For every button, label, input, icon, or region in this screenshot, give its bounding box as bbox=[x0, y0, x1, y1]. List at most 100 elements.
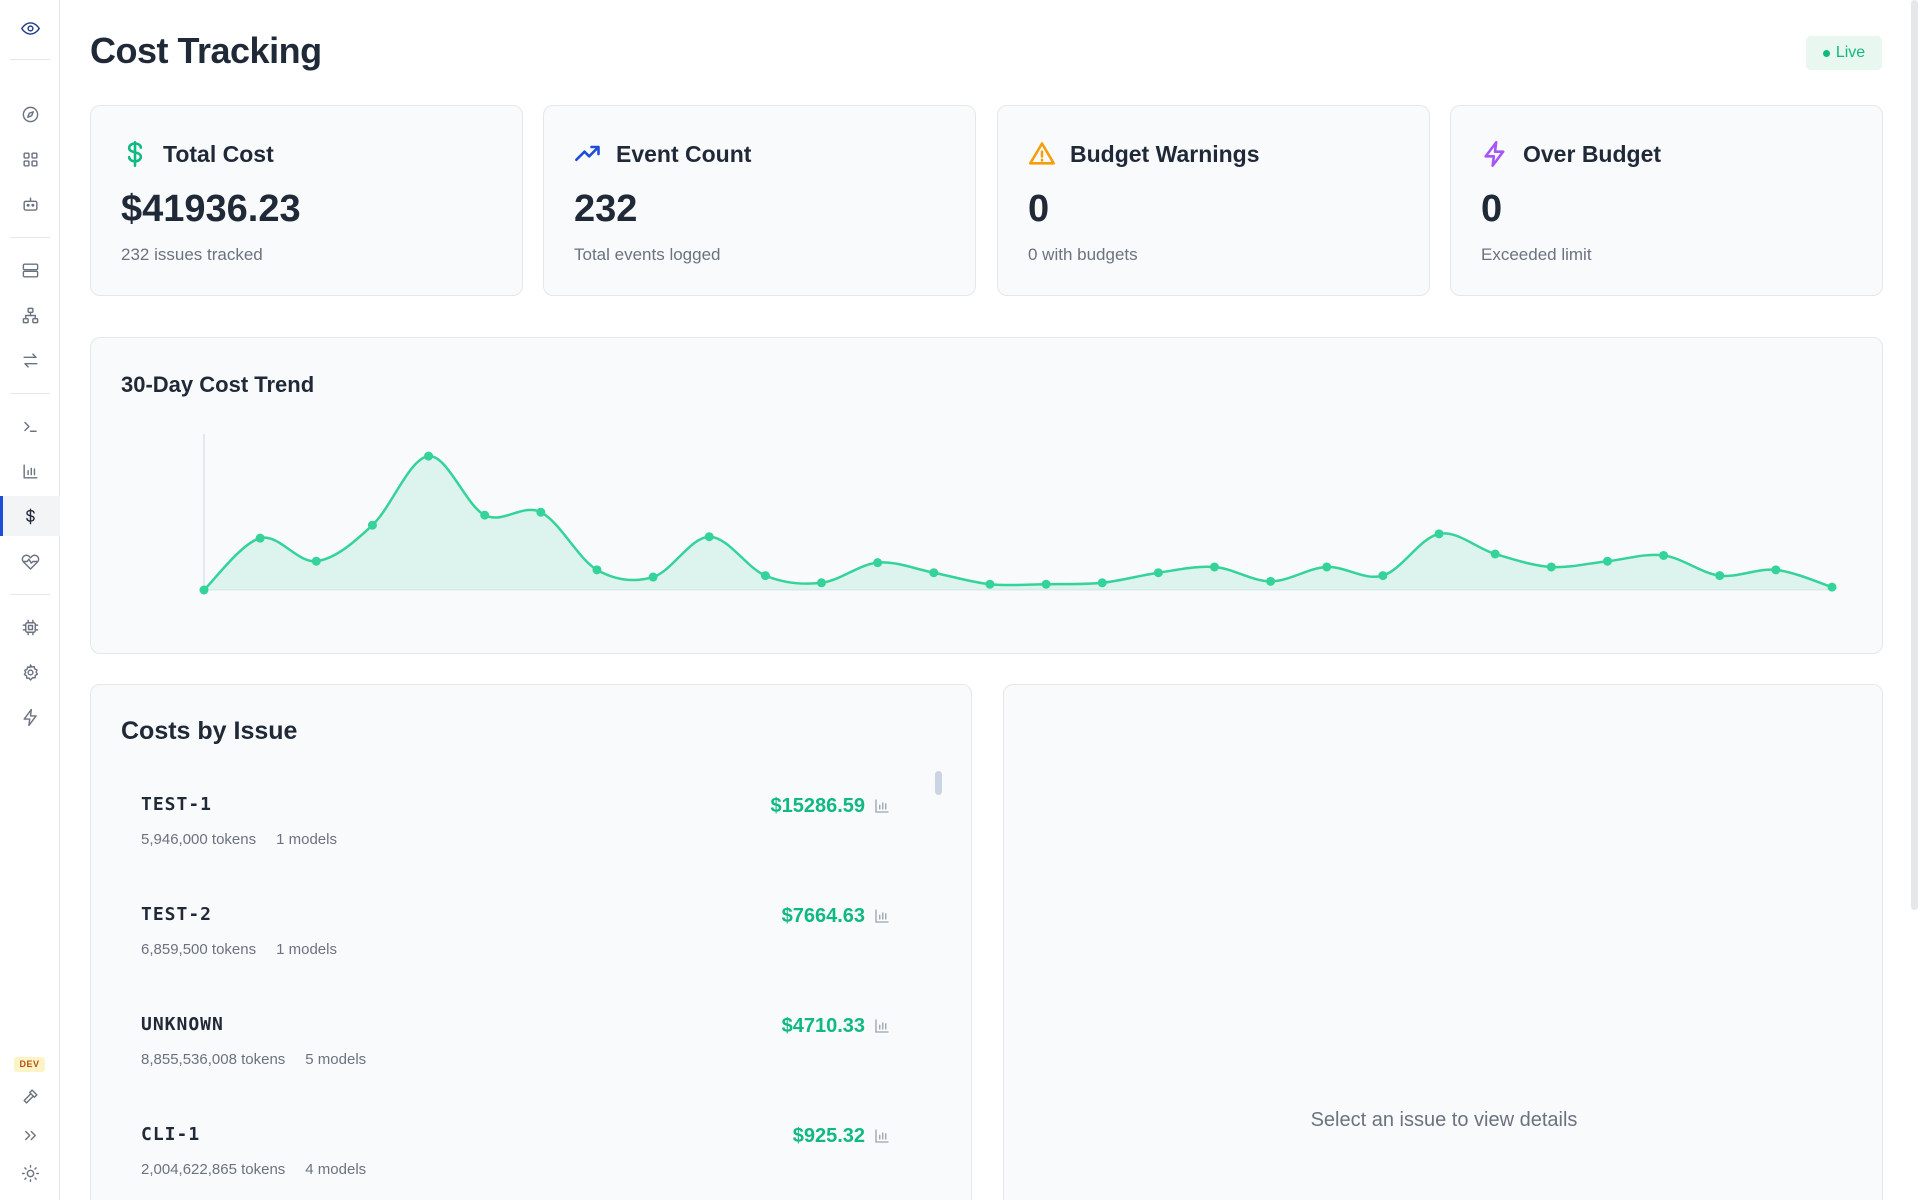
trend-point[interactable] bbox=[1153, 568, 1163, 578]
trend-point[interactable] bbox=[1827, 582, 1837, 592]
stat-subtext: 232 issues tracked bbox=[121, 245, 263, 264]
stat-card-budget-warnings: Budget Warnings 0 0 with budgets bbox=[997, 105, 1430, 296]
sidebar-theme-toggle[interactable] bbox=[0, 1153, 60, 1193]
trend-point[interactable] bbox=[648, 572, 658, 582]
bar-chart-icon bbox=[875, 909, 889, 923]
issue-chart-button[interactable] bbox=[871, 795, 893, 817]
stat-subtext: 0 with budgets bbox=[1028, 245, 1138, 264]
trend-point[interactable] bbox=[1097, 578, 1107, 588]
list-scrollbar[interactable] bbox=[935, 771, 942, 795]
stat-value: 232 bbox=[574, 188, 638, 230]
trend-point[interactable] bbox=[480, 510, 490, 520]
trend-point[interactable] bbox=[1771, 565, 1781, 575]
sidebar-item-transfers[interactable] bbox=[0, 340, 60, 380]
issue-row[interactable]: CLI-1 2,004,622,865 tokens 4 models $925… bbox=[141, 1115, 921, 1200]
issue-chart-button[interactable] bbox=[871, 905, 893, 927]
stat-value: $41936.23 bbox=[121, 188, 301, 230]
issue-cost: $925.32 bbox=[792, 1125, 865, 1147]
dev-badge: DEV bbox=[14, 1057, 45, 1072]
dollar-icon bbox=[127, 141, 143, 167]
heart-pulse-icon bbox=[21, 554, 39, 570]
trend-point[interactable] bbox=[1490, 549, 1500, 559]
stat-value: 0 bbox=[1481, 188, 1503, 230]
trend-point[interactable] bbox=[367, 520, 377, 530]
issue-key: CLI-1 bbox=[141, 1124, 201, 1145]
issue-row[interactable]: UNKNOWN 8,855,536,008 tokens 5 models $4… bbox=[141, 1005, 921, 1105]
issue-row[interactable]: TEST-1 5,946,000 tokens 1 models $15286.… bbox=[141, 785, 921, 885]
dollar-icon bbox=[25, 508, 35, 524]
cpu-icon bbox=[22, 619, 38, 635]
eye-icon[interactable] bbox=[0, 8, 60, 48]
trend-point[interactable] bbox=[873, 558, 883, 568]
stat-card-event-count: Event Count 232 Total events logged bbox=[543, 105, 976, 296]
sidebar-item-automations[interactable] bbox=[0, 697, 60, 737]
compass-icon bbox=[22, 106, 38, 122]
trend-point[interactable] bbox=[1546, 562, 1556, 572]
sidebar-item-servers[interactable] bbox=[0, 250, 60, 290]
empty-state-text: Select an issue to view details bbox=[1310, 1109, 1578, 1131]
trend-point[interactable] bbox=[199, 585, 209, 595]
page-title: Cost Tracking bbox=[90, 30, 322, 71]
trend-point[interactable] bbox=[536, 507, 546, 517]
sidebar-item-costs[interactable] bbox=[0, 496, 60, 536]
trend-point[interactable] bbox=[817, 578, 827, 588]
trend-point[interactable] bbox=[592, 565, 602, 575]
cost-trend-chart bbox=[199, 434, 1837, 595]
trend-point[interactable] bbox=[704, 532, 714, 542]
sidebar-item-terminal[interactable] bbox=[0, 406, 60, 446]
network-icon bbox=[22, 307, 38, 323]
terminal-icon bbox=[23, 421, 37, 432]
trend-point[interactable] bbox=[1322, 562, 1332, 572]
status-badge: Live bbox=[1806, 36, 1882, 70]
bar-chart-icon bbox=[875, 1129, 889, 1143]
sidebar-item-dashboard[interactable] bbox=[0, 139, 60, 179]
sidebar-item-health[interactable] bbox=[0, 541, 60, 581]
sidebar-item-explore[interactable] bbox=[0, 94, 60, 134]
trend-point[interactable] bbox=[311, 556, 321, 566]
trend-point[interactable] bbox=[1266, 576, 1276, 586]
trend-point[interactable] bbox=[1602, 556, 1612, 566]
page-scrollbar[interactable] bbox=[1911, 0, 1918, 910]
sidebar-item-analytics[interactable] bbox=[0, 451, 60, 491]
stat-label: Total Cost bbox=[163, 140, 274, 167]
trend-point[interactable] bbox=[1041, 579, 1051, 589]
trend-point[interactable] bbox=[424, 451, 434, 461]
sidebar-expand[interactable] bbox=[0, 1115, 60, 1155]
cost-trend-card: 30-Day Cost Trend bbox=[90, 337, 1883, 654]
sidebar-item-agents[interactable] bbox=[0, 184, 60, 224]
stat-label: Event Count bbox=[616, 140, 752, 167]
trend-point[interactable] bbox=[1378, 571, 1388, 581]
issue-models: 1 models bbox=[276, 831, 337, 848]
trend-point[interactable] bbox=[929, 568, 939, 578]
section-title: Costs by Issue bbox=[121, 717, 298, 745]
trend-point[interactable] bbox=[1659, 550, 1669, 560]
chart-title: 30-Day Cost Trend bbox=[121, 372, 315, 397]
sidebar-item-network[interactable] bbox=[0, 295, 60, 335]
arrows-swap-icon bbox=[22, 352, 38, 368]
issue-meta: 2,004,622,865 tokens 4 models bbox=[141, 1161, 366, 1178]
sidebar-item-settings[interactable] bbox=[0, 652, 60, 692]
trend-point[interactable] bbox=[985, 579, 995, 589]
trend-point[interactable] bbox=[255, 533, 265, 543]
sidebar-item-dev-tools[interactable] bbox=[0, 1076, 60, 1116]
gear-icon bbox=[23, 663, 38, 681]
live-dot-icon bbox=[1822, 49, 1830, 57]
trend-point[interactable] bbox=[760, 571, 770, 581]
issue-tokens: 5,946,000 tokens bbox=[141, 831, 257, 848]
issue-cost: $4710.33 bbox=[781, 1015, 865, 1037]
hammer-icon bbox=[22, 1088, 38, 1104]
issue-chart-button[interactable] bbox=[871, 1125, 893, 1147]
issue-chart-button[interactable] bbox=[871, 1015, 893, 1037]
zap-icon bbox=[1484, 141, 1505, 167]
bot-icon bbox=[22, 196, 38, 211]
stat-subtext: Total events logged bbox=[574, 245, 721, 264]
trend-point[interactable] bbox=[1209, 562, 1219, 572]
issue-row[interactable]: TEST-2 6,859,500 tokens 1 models $7664.6… bbox=[141, 895, 921, 995]
sidebar-item-models[interactable] bbox=[0, 607, 60, 647]
trend-point[interactable] bbox=[1434, 529, 1444, 539]
chevrons-right-icon bbox=[24, 1130, 36, 1140]
issue-tokens: 6,859,500 tokens bbox=[141, 941, 257, 958]
sidebar-divider bbox=[10, 59, 50, 60]
trend-point[interactable] bbox=[1715, 571, 1725, 581]
zap-icon bbox=[22, 708, 37, 726]
